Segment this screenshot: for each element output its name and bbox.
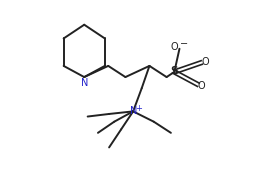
Text: O: O — [171, 42, 178, 52]
Text: N: N — [130, 106, 138, 116]
Text: S: S — [171, 66, 178, 76]
Text: O: O — [198, 81, 206, 91]
Text: N: N — [81, 78, 88, 88]
Text: −: − — [180, 39, 188, 49]
Text: +: + — [135, 104, 142, 113]
Text: O: O — [201, 57, 209, 67]
